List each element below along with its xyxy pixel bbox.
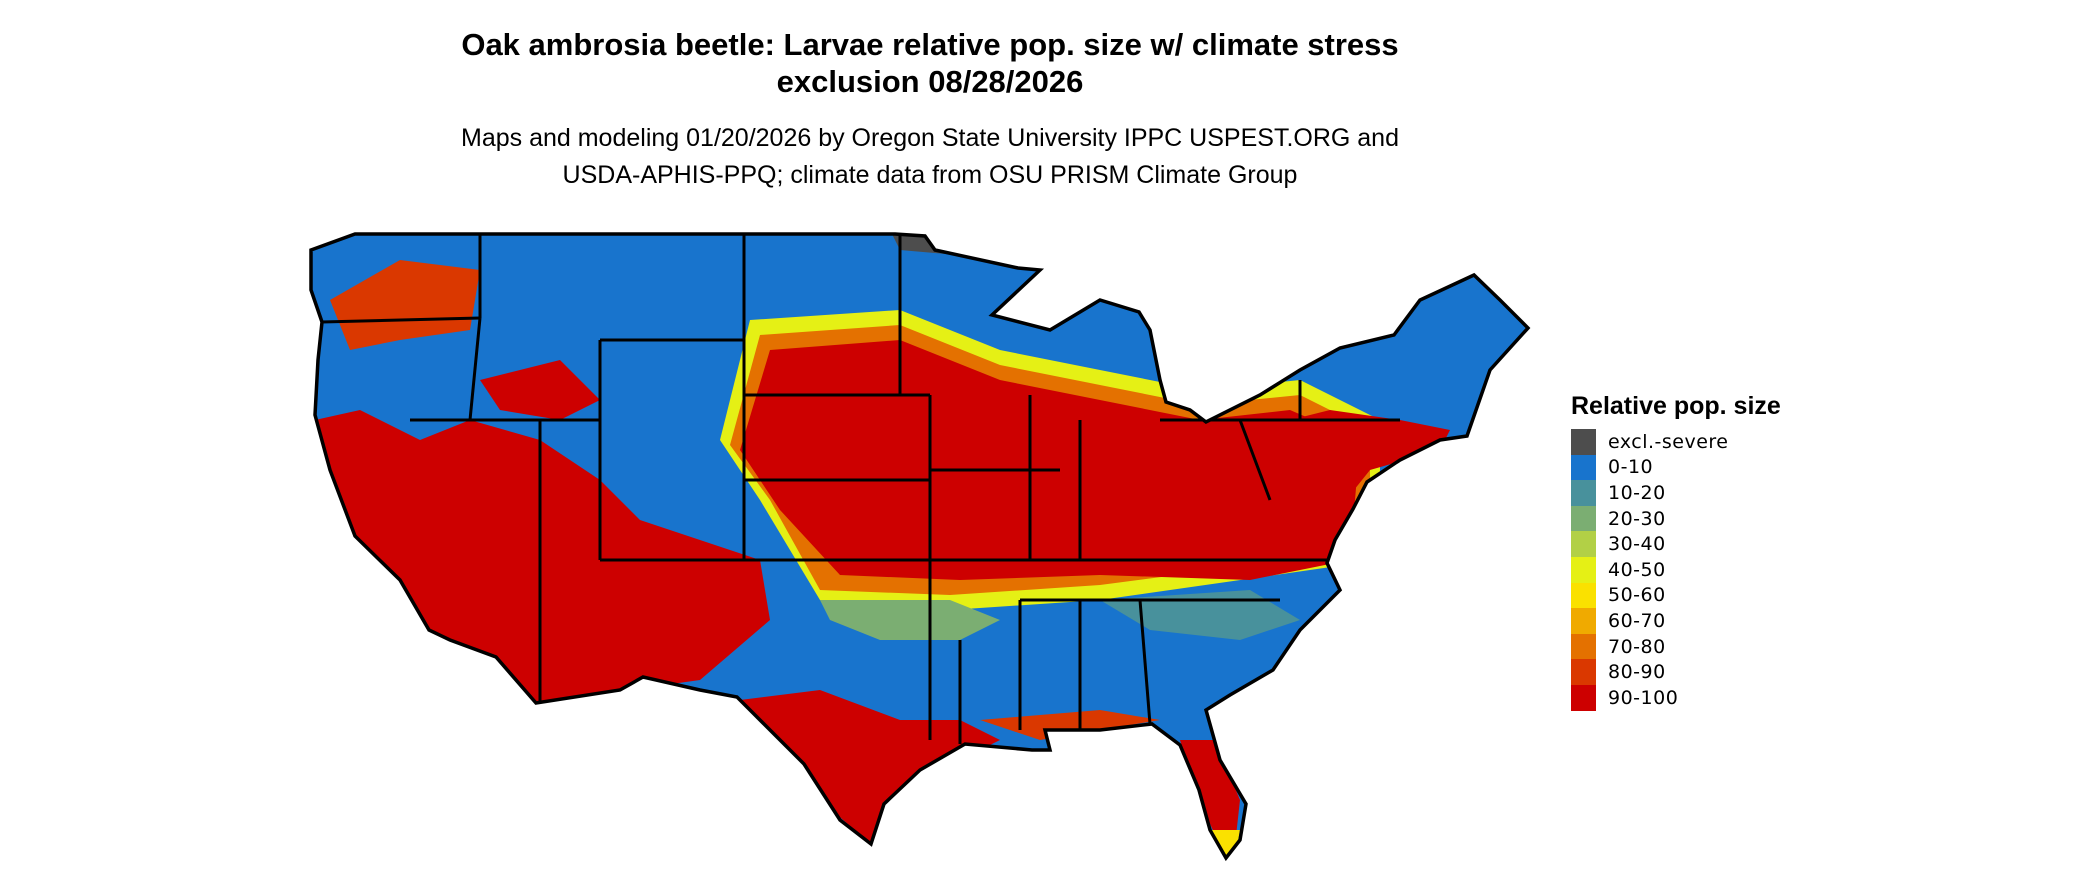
legend-swatch <box>1571 582 1596 609</box>
population-region <box>1250 410 1450 540</box>
title-line-1: Oak ambrosia beetle: Larvae relative pop… <box>461 27 1399 62</box>
legend-swatch <box>1571 659 1596 685</box>
population-region <box>480 360 600 420</box>
map-title: Oak ambrosia beetle: Larvae relative pop… <box>330 26 1530 100</box>
legend-item: 50-60 <box>1571 582 1781 609</box>
legend-label: 0-10 <box>1608 456 1654 479</box>
population-regions <box>315 234 1450 858</box>
population-region <box>820 600 1000 640</box>
legend-label: 20-30 <box>1608 507 1666 530</box>
legend-swatch <box>1571 608 1596 634</box>
legend-item: excl.-severe <box>1571 429 1781 455</box>
population-region <box>740 340 1360 580</box>
legend-label: 10-20 <box>1608 481 1666 504</box>
state-border <box>468 317 482 421</box>
population-region <box>330 260 480 350</box>
legend-swatch <box>1571 556 1596 583</box>
subtitle-line-2: USDA-APHIS-PPQ; climate data from OSU PR… <box>562 161 1298 189</box>
legend-item: 20-30 <box>1571 505 1781 532</box>
legend-label: excl.-severe <box>1608 430 1729 453</box>
legend-item: 40-50 <box>1571 556 1781 583</box>
legend-swatch <box>1571 633 1596 660</box>
legend-item: 80-90 <box>1571 659 1781 685</box>
legend-swatch <box>1571 454 1596 481</box>
legend-label: 50-60 <box>1608 584 1666 607</box>
legend-swatch <box>1571 505 1596 532</box>
legend-label: 40-50 <box>1608 558 1666 581</box>
population-region <box>1100 590 1300 640</box>
legend-swatch <box>1571 684 1596 711</box>
legend-swatch <box>1571 480 1596 506</box>
legend-label: 70-80 <box>1608 635 1666 658</box>
legend-item: 70-80 <box>1571 633 1781 660</box>
legend-label: 60-70 <box>1608 609 1666 632</box>
legend-swatch <box>1571 531 1596 557</box>
legend-title: Relative pop. size <box>1571 392 1781 420</box>
state-border <box>1138 599 1152 725</box>
state-border <box>1238 419 1272 501</box>
legend: Relative pop. size excl.-severe 0-10 10-20… <box>1571 392 1781 711</box>
legend-swatch <box>1571 429 1596 455</box>
legend-label: 30-40 <box>1608 533 1666 556</box>
us-outline <box>309 232 1531 862</box>
population-region <box>980 710 1160 740</box>
state-borders <box>321 234 1400 744</box>
legend-item: 60-70 <box>1571 608 1781 634</box>
legend-items: excl.-severe 0-10 10-20 20-30 30-40 40-50 50-6… <box>1571 429 1781 711</box>
legend-label: 80-90 <box>1608 661 1666 684</box>
legend-item: 0-10 <box>1571 454 1781 481</box>
population-region <box>740 690 1000 844</box>
title-line-2: exclusion 08/28/2026 <box>776 64 1084 99</box>
map-subtitle: Maps and modeling 01/20/2026 by Oregon S… <box>330 120 1530 194</box>
subtitle-line-1: Maps and modeling 01/20/2026 by Oregon S… <box>461 124 1399 152</box>
legend-item: 10-20 <box>1571 480 1781 506</box>
population-region <box>315 410 770 703</box>
legend-label: 90-100 <box>1608 686 1679 709</box>
legend-item: 30-40 <box>1571 531 1781 557</box>
state-border <box>321 316 481 324</box>
legend-item: 90-100 <box>1571 684 1781 711</box>
